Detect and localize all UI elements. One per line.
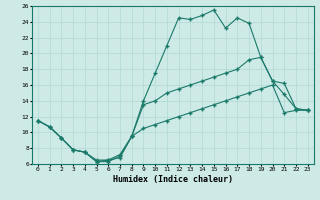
X-axis label: Humidex (Indice chaleur): Humidex (Indice chaleur)	[113, 175, 233, 184]
